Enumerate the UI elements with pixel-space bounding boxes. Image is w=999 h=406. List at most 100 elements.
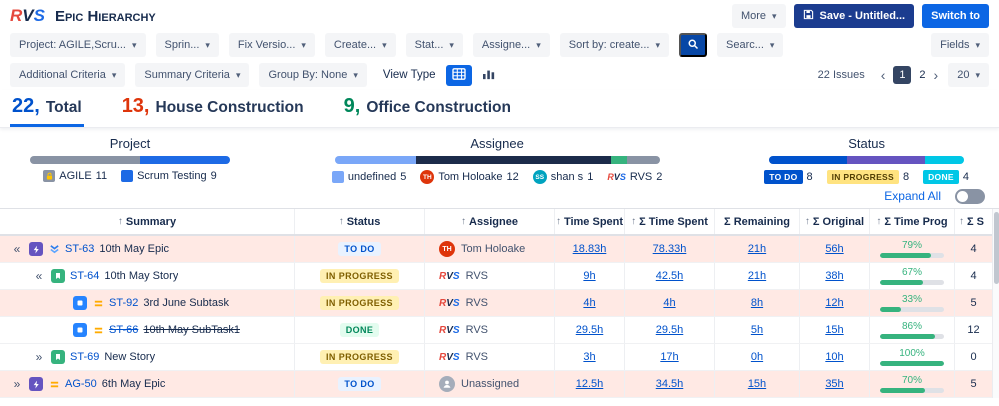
sum-remaining-link[interactable]: 8h <box>750 297 764 309</box>
logo-letter-r: R <box>607 172 614 182</box>
collapse-chevron[interactable]: « <box>35 269 43 283</box>
chart-view-button[interactable] <box>476 65 502 86</box>
sum-remaining-link[interactable]: 21h <box>747 270 767 282</box>
header-summary[interactable]: ↑ Summary <box>0 209 295 234</box>
table-row[interactable]: ST-92 3rd June Subtask IN PROGRESS R V S… <box>0 290 999 317</box>
priority-lowest-icon <box>48 243 60 255</box>
expand-chevron[interactable]: » <box>35 350 43 364</box>
assignee-name: RVS <box>465 324 488 336</box>
chevron-left-icon[interactable]: ‹ <box>880 67 886 83</box>
issue-key-link[interactable]: ST-92 <box>109 297 139 309</box>
expand-all-toggle[interactable] <box>955 188 985 204</box>
chevron-down-icon: ▾ <box>205 39 210 50</box>
header-sigma[interactable]: ↑ Σ S <box>955 209 992 234</box>
expand-all-row: Expand All <box>0 186 999 208</box>
header-status[interactable]: ↑ Status <box>295 209 425 234</box>
search-icon <box>687 38 699 53</box>
epic-icon <box>29 242 43 256</box>
chevron-right-icon[interactable]: › <box>933 67 939 83</box>
table-row[interactable]: « ST-63 10th May Epic TO DO TH Tom Holoa… <box>0 236 999 263</box>
time-spent-link[interactable]: 18.83h <box>572 243 607 255</box>
expand-all-link[interactable]: Expand All <box>884 189 941 203</box>
time-spent-link[interactable]: 9h <box>583 270 596 282</box>
page-size-select[interactable]: 20 ▾ <box>948 63 989 87</box>
save-icon <box>803 9 814 23</box>
fix-version-filter[interactable]: Fix Versio... ▾ <box>228 33 315 57</box>
rvs-avatar-logo: R V S <box>439 298 460 309</box>
sum-remaining-link[interactable]: 15h <box>747 378 767 390</box>
time-spent-link[interactable]: 3h <box>583 351 596 363</box>
table-row[interactable]: » ST-69 New Story IN PROGRESS R V S RVS … <box>0 344 999 371</box>
tab-office-construction[interactable]: 9, Office Construction <box>342 91 513 127</box>
summary-criteria-button[interactable]: Summary Criteria ▾ <box>135 63 250 87</box>
chevron-down-icon: ▾ <box>301 39 306 50</box>
header-sum-time-spent[interactable]: ↑ Σ Time Spent <box>625 209 715 234</box>
sum-original-link[interactable]: 56h <box>825 243 844 255</box>
issue-key-link[interactable]: ST-63 <box>65 243 95 255</box>
time-spent-link[interactable]: 12.5h <box>575 378 604 390</box>
sprint-filter[interactable]: Sprin... ▾ <box>155 33 219 57</box>
header-time-spent[interactable]: ↑ Time Spent <box>555 209 625 234</box>
time-spent-link[interactable]: 29.5h <box>575 324 604 336</box>
header-sum-remaining[interactable]: Σ Remaining <box>715 209 800 234</box>
legend-count: 8 <box>806 171 813 183</box>
sum-remaining-link[interactable]: 21h <box>747 243 767 255</box>
header-sum-original[interactable]: ↑ Σ Original <box>800 209 870 234</box>
legend-count: 8 <box>902 171 910 183</box>
sum-original-link[interactable]: 35h <box>825 378 844 390</box>
issue-key-link[interactable]: AG-50 <box>65 378 97 390</box>
legend-item-shan-s: SS shan s 1 <box>532 170 593 184</box>
assignee-filter[interactable]: Assigne... ▾ <box>472 33 550 57</box>
header-time-prog[interactable]: ↑ Σ Time Prog <box>870 209 955 234</box>
sum-original-link[interactable]: 15h <box>825 324 844 336</box>
vertical-scrollbar[interactable] <box>992 209 999 398</box>
fields-button[interactable]: Fields ▾ <box>931 33 989 57</box>
additional-criteria-button[interactable]: Additional Criteria ▾ <box>10 63 126 87</box>
sum-original-link[interactable]: 12h <box>825 297 844 309</box>
sum-time-spent-link[interactable]: 29.5h <box>655 324 684 336</box>
header-assignee[interactable]: ↑ Assignee <box>425 209 555 234</box>
tab-total[interactable]: 22, Total <box>10 91 84 127</box>
sum-time-spent-link[interactable]: 34.5h <box>655 378 684 390</box>
sort-by-filter[interactable]: Sort by: create... ▾ <box>559 33 669 57</box>
sum-time-spent-link[interactable]: 78.33h <box>652 243 687 255</box>
sum-remaining-link[interactable]: 0h <box>750 351 764 363</box>
bar-segment-scrum-testing <box>140 156 230 164</box>
status-filter[interactable]: Stat... ▾ <box>405 33 463 57</box>
scrollbar-thumb[interactable] <box>994 212 999 284</box>
done-status-badge: DONE <box>923 170 959 184</box>
search-button[interactable] <box>679 33 707 57</box>
search-filter[interactable]: Searc... ▾ <box>717 33 784 57</box>
group-by-button[interactable]: Group By: None ▾ <box>259 63 367 87</box>
save-button[interactable]: Save - Untitled... <box>793 4 915 28</box>
issue-key-link[interactable]: ST-66 <box>109 324 139 336</box>
table-row[interactable]: « ST-64 10th May Story IN PROGRESS R V S… <box>0 263 999 290</box>
issue-key-link[interactable]: ST-69 <box>70 351 100 363</box>
time-spent-link[interactable]: 4h <box>583 297 596 309</box>
table-row[interactable]: » AG-50 6th May Epic TO DO Unassigned 12… <box>0 371 999 398</box>
sum-original-link[interactable]: 38h <box>825 270 844 282</box>
table-row[interactable]: ST-66 10th May SubTask1 DONE R V S RVS 2… <box>0 317 999 344</box>
switch-to-button[interactable]: Switch to <box>922 4 989 28</box>
grid-view-button[interactable] <box>445 64 472 86</box>
sum-remaining-link[interactable]: 5h <box>750 324 764 336</box>
collapse-chevron[interactable]: « <box>13 242 21 256</box>
expand-chevron[interactable]: » <box>13 377 21 391</box>
create-filter[interactable]: Create... ▾ <box>324 33 396 57</box>
page-1-button[interactable]: 1 <box>893 66 912 84</box>
sort-arrow-icon: ↑ <box>338 216 344 227</box>
sum-time-spent-link[interactable]: 4h <box>663 297 676 309</box>
issue-key-link[interactable]: ST-64 <box>70 270 100 282</box>
more-button[interactable]: More ▾ <box>731 4 786 28</box>
sum-time-spent-link[interactable]: 42.5h <box>655 270 684 282</box>
header-label: Time Spent <box>563 215 624 228</box>
progress-bar <box>880 279 944 285</box>
logo-letter-v: V <box>446 324 453 336</box>
sum-time-spent-link[interactable]: 17h <box>660 351 679 363</box>
progress-bar <box>880 360 944 366</box>
page-2-button[interactable]: 2 <box>919 69 926 81</box>
additional-criteria-label: Additional Criteria <box>19 69 106 81</box>
project-filter[interactable]: Project: AGILE,Scru... ▾ <box>10 33 146 57</box>
sum-original-link[interactable]: 10h <box>825 351 844 363</box>
tab-house-construction[interactable]: 13, House Construction <box>120 91 306 127</box>
